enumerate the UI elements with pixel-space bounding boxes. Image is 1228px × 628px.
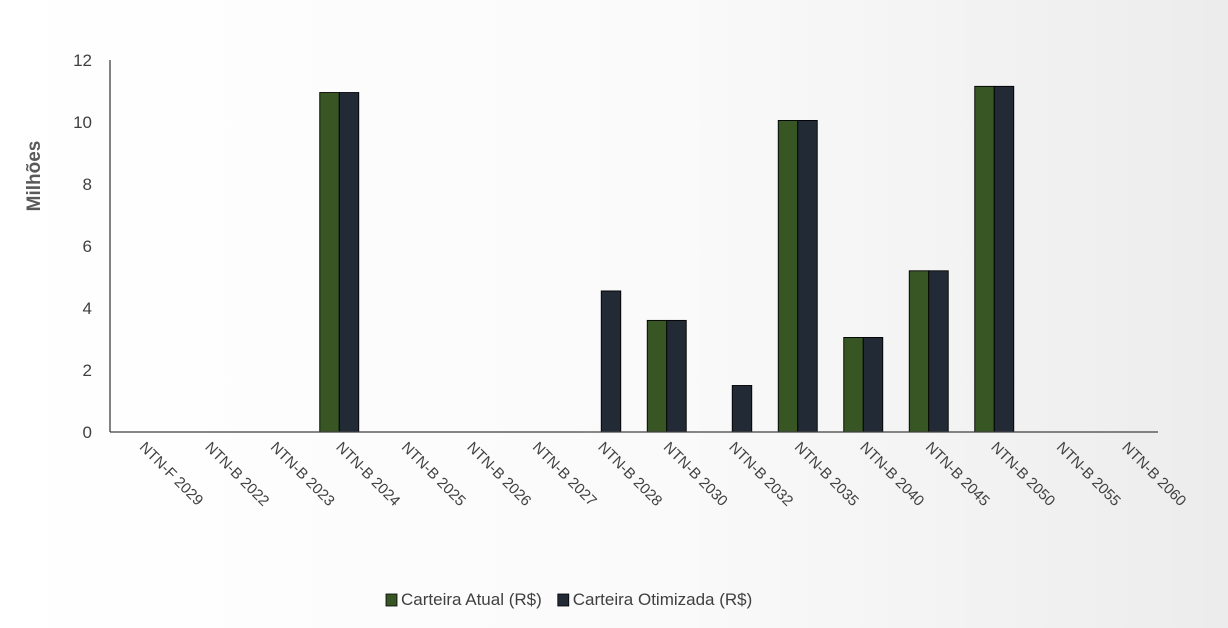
bar-otimizada bbox=[993, 85, 1015, 433]
bar-atual bbox=[646, 319, 668, 433]
legend-swatch-otimizada bbox=[557, 593, 570, 607]
y-tick-label: 12 bbox=[73, 51, 92, 70]
bar-otimizada bbox=[600, 290, 622, 433]
y-tick-labels: 0 2 4 6 8 10 12 bbox=[73, 51, 92, 442]
y-tick-label: 4 bbox=[83, 299, 92, 318]
y-tick-label: 6 bbox=[83, 237, 92, 256]
x-category-label: NTN-B 2024 bbox=[332, 439, 403, 510]
bar-otimizada bbox=[731, 385, 753, 433]
x-category-label: NTN-B 2045 bbox=[922, 439, 993, 510]
bar-atual bbox=[908, 270, 930, 433]
x-category-label: NTN-B 2027 bbox=[529, 439, 600, 510]
bar-otimizada bbox=[928, 270, 949, 433]
y-tick-label: 0 bbox=[83, 423, 92, 442]
bar-atual bbox=[319, 92, 340, 433]
x-category-label: NTN-B 2032 bbox=[725, 439, 796, 510]
x-category-label: NTN-B 2022 bbox=[201, 439, 272, 510]
x-category-label: NTN-B 2035 bbox=[791, 439, 862, 510]
x-category-label: NTN-B 2060 bbox=[1118, 439, 1189, 510]
legend-label-atual: Carteira Atual (R$) bbox=[401, 590, 542, 609]
bar-atual bbox=[843, 337, 864, 433]
x-category-label: NTN-B 2023 bbox=[267, 439, 338, 510]
bar-otimizada bbox=[338, 92, 360, 433]
x-category-label: NTN-B 2055 bbox=[1053, 439, 1124, 510]
bar-atual bbox=[777, 119, 799, 433]
legend-label-otimizada: Carteira Otimizada (R$) bbox=[573, 590, 753, 609]
y-tick-label: 10 bbox=[73, 113, 92, 132]
y-tick-label: 8 bbox=[83, 175, 92, 194]
x-category-label: NTN-B 2028 bbox=[594, 439, 665, 510]
x-category-label: NTN-B 2040 bbox=[856, 439, 927, 510]
x-category-label: NTN-F 2029 bbox=[136, 439, 206, 509]
x-category-label: NTN-B 2030 bbox=[660, 439, 731, 510]
x-category-label: NTN-B 2050 bbox=[987, 439, 1058, 510]
x-category-label: NTN-B 2025 bbox=[398, 439, 469, 510]
y-axis-title: Milhões bbox=[24, 141, 45, 212]
axes-layer bbox=[109, 60, 1158, 433]
legend: Carteira Atual (R$) Carteira Otimizada (R… bbox=[385, 590, 753, 609]
bar-atual bbox=[974, 85, 995, 433]
bar-otimizada bbox=[862, 337, 884, 433]
bar-otimizada bbox=[666, 319, 687, 433]
x-category-label: NTN-B 2026 bbox=[463, 439, 534, 510]
legend-swatch-atual bbox=[385, 593, 398, 607]
y-tick-label: 2 bbox=[83, 361, 92, 380]
bars-layer bbox=[319, 85, 1015, 433]
bar-otimizada bbox=[797, 119, 818, 433]
